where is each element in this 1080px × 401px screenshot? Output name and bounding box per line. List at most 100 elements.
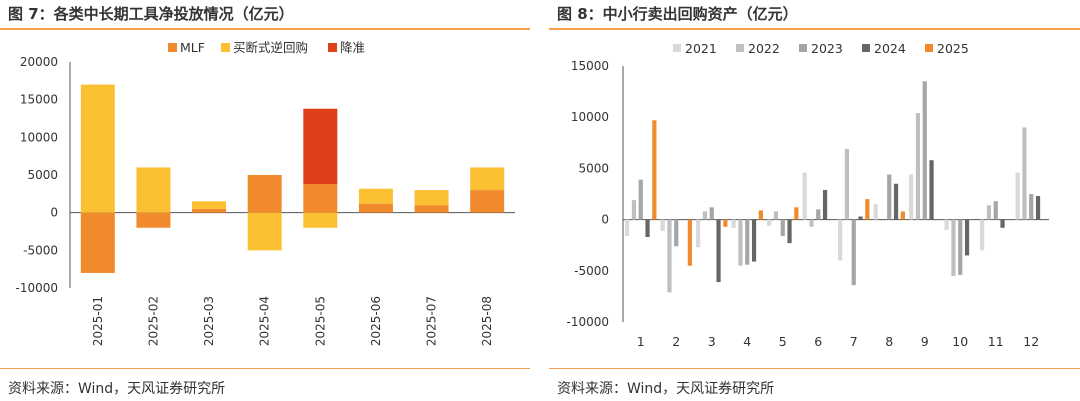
bar-2022-month-11 <box>986 205 992 220</box>
bar-买断式逆回购-2025-04 <box>247 212 282 251</box>
bar-2023-month-6 <box>816 209 821 220</box>
right-figure-panel: 图 8：中小行卖出回购资产（亿元） -10000 -5000 0 5000 10000 1… <box>549 0 1080 401</box>
legend-label: 2024 <box>874 41 906 56</box>
x-tick-label: 6 <box>814 334 822 349</box>
x-tick-label: 10 <box>952 334 968 349</box>
left-figure-panel: 图 7：各类中长期工具净投放情况（亿元） -10000 -5000 0 5000 100… <box>0 0 530 401</box>
x-tick-label: 2025-08 <box>480 296 494 346</box>
bar-2022-month-3 <box>702 211 708 220</box>
bar-2021-month-2 <box>660 219 665 231</box>
y-tick-label: 20000 <box>20 55 58 69</box>
y-tick-label: -5000 <box>574 264 609 278</box>
left-source-note: 资料来源：Wind，天风证券研究所 <box>8 381 226 397</box>
bar-2021-month-12 <box>1015 172 1020 220</box>
legend-swatch-2022 <box>736 44 744 52</box>
y-tick-label: -10000 <box>15 281 58 295</box>
bar-2023-month-9 <box>922 81 927 220</box>
bar-2021-month-6 <box>802 172 807 220</box>
y-tick-label: 15000 <box>20 93 58 107</box>
bar-降准-2025-05 <box>303 108 338 185</box>
bar-2024-month-11 <box>1000 219 1005 228</box>
legend-label: MLF <box>180 40 205 55</box>
x-tick-label: 9 <box>921 334 929 349</box>
bar-MLF-2025-07 <box>414 205 449 213</box>
bar-2022-month-5 <box>773 211 779 220</box>
legend-label: 降准 <box>340 40 365 55</box>
bar-2021-month-8 <box>873 204 878 220</box>
bar-2025-month-7 <box>865 199 870 220</box>
bar-2025-month-1 <box>652 120 657 220</box>
right-top-rule <box>549 28 1080 30</box>
legend-label: 2022 <box>748 41 780 56</box>
bar-2024-month-8 <box>893 183 899 220</box>
x-tick-label: 12 <box>1023 334 1039 349</box>
bar-2023-month-11 <box>993 201 998 220</box>
bar-2022-month-4 <box>738 219 743 266</box>
left-bar-chart: -10000 -5000 0 5000 10000 15000 20000 2025-01 20… <box>15 40 515 346</box>
bar-2021-month-11 <box>980 219 985 251</box>
y-tick-label: 5000 <box>578 161 609 175</box>
bar-买断式逆回购-2025-05 <box>303 212 338 228</box>
bar-2024-month-7 <box>858 216 863 220</box>
bar-2025-month-3 <box>723 219 728 227</box>
bar-2025-month-8 <box>900 211 905 220</box>
y-tick-label: -5000 <box>23 243 58 257</box>
bar-买断式逆回购-2025-06 <box>358 188 393 204</box>
x-tick-label: 2025-01 <box>91 296 105 346</box>
legend-swatch-降准 <box>328 43 337 52</box>
bar-2022-month-12 <box>1022 127 1027 220</box>
left-top-rule <box>0 28 530 30</box>
x-tick-label: 8 <box>885 334 893 349</box>
y-tick-label: 5000 <box>27 168 58 182</box>
bar-2024-month-3 <box>716 219 721 283</box>
legend-swatch-MLF <box>168 43 177 52</box>
legend-swatch-2023 <box>799 44 807 52</box>
bar-2021-month-7 <box>838 219 843 261</box>
bar-买断式逆回购-2025-01 <box>80 84 115 213</box>
bar-MLF-2025-02 <box>136 212 171 228</box>
bar-2021-month-10 <box>944 219 949 230</box>
legend-swatch-2021 <box>673 44 681 52</box>
y-tick-label: 15000 <box>571 59 609 73</box>
x-tick-label: 3 <box>708 334 716 349</box>
bar-2025-month-2 <box>687 219 692 266</box>
bar-买断式逆回购-2025-03 <box>192 201 227 209</box>
bar-2023-month-4 <box>745 219 750 265</box>
x-tick-label: 2025-03 <box>202 296 216 346</box>
x-tick-label: 5 <box>779 334 787 349</box>
bar-2025-month-5 <box>794 207 799 220</box>
right-source-note: 资料来源：Wind，天风证券研究所 <box>557 381 775 397</box>
x-tick-label: 2025-04 <box>258 296 272 346</box>
bar-买断式逆回购-2025-02 <box>136 167 171 213</box>
bar-2024-month-10 <box>964 219 970 256</box>
bar-2025-month-4 <box>758 210 763 220</box>
x-tick-label: 2025-05 <box>313 296 327 346</box>
bar-2023-month-7 <box>851 219 856 286</box>
bar-2022-month-2 <box>667 219 672 293</box>
bar-2021-month-1 <box>625 219 630 236</box>
bar-2023-month-12 <box>1029 194 1034 220</box>
bar-2024-month-5 <box>787 219 792 244</box>
x-tick-label: 1 <box>637 334 645 349</box>
bar-2022-month-10 <box>951 219 956 276</box>
y-tick-label: 0 <box>50 206 58 220</box>
bar-2023-month-2 <box>674 219 679 247</box>
x-tick-label: 7 <box>850 334 858 349</box>
bar-2023-month-8 <box>887 174 892 220</box>
bar-2022-month-7 <box>844 148 850 220</box>
bar-2023-month-3 <box>709 207 714 220</box>
bar-2023-month-1 <box>638 179 643 220</box>
legend-swatch-2025 <box>925 44 933 52</box>
bar-买断式逆回购-2025-08 <box>470 167 505 191</box>
legend-swatch-买断式逆回购 <box>221 43 230 52</box>
bar-2023-month-5 <box>780 219 785 236</box>
x-tick-label: 2025-06 <box>369 296 383 346</box>
bar-2024-month-6 <box>822 189 828 220</box>
bar-MLF-2025-05 <box>303 184 338 213</box>
bar-MLF-2025-03 <box>192 208 227 213</box>
y-tick-label: 10000 <box>571 110 609 124</box>
bar-MLF-2025-06 <box>358 203 393 213</box>
right-figure-title: 图 8：中小行卖出回购资产（亿元） <box>557 5 798 23</box>
bar-2022-month-1 <box>631 200 637 220</box>
